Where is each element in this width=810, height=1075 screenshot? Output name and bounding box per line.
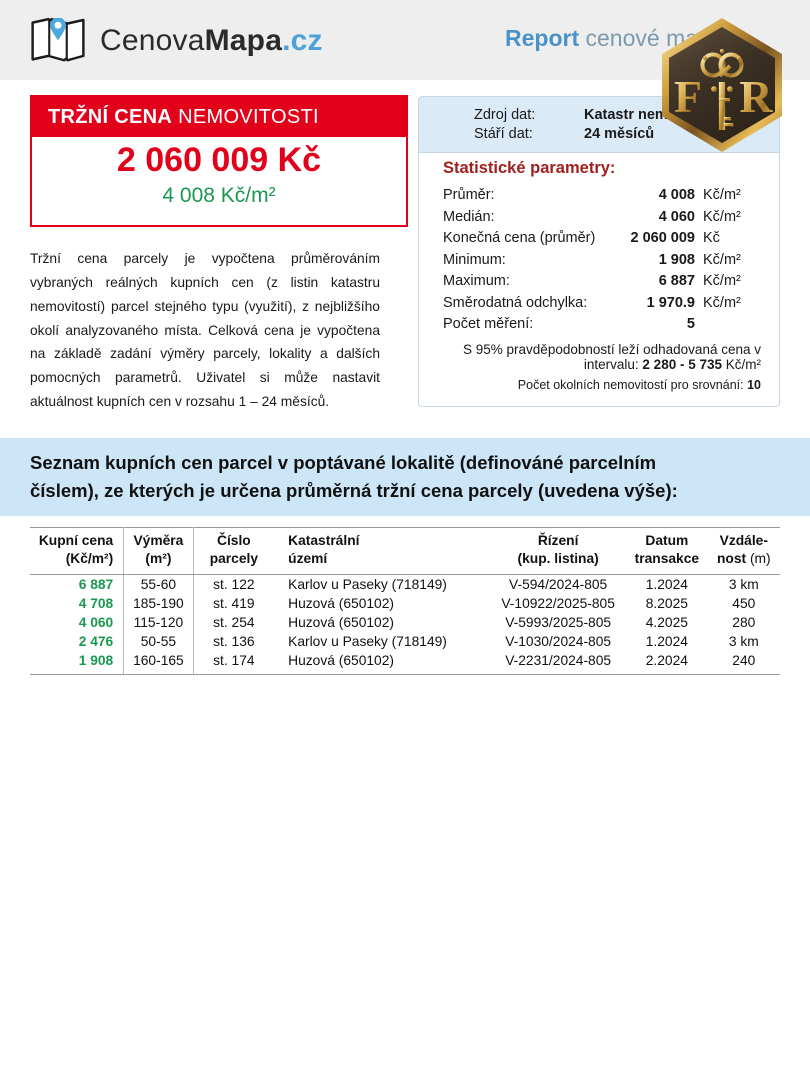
- svg-text:F: F: [674, 71, 702, 122]
- svg-text:R: R: [739, 71, 773, 122]
